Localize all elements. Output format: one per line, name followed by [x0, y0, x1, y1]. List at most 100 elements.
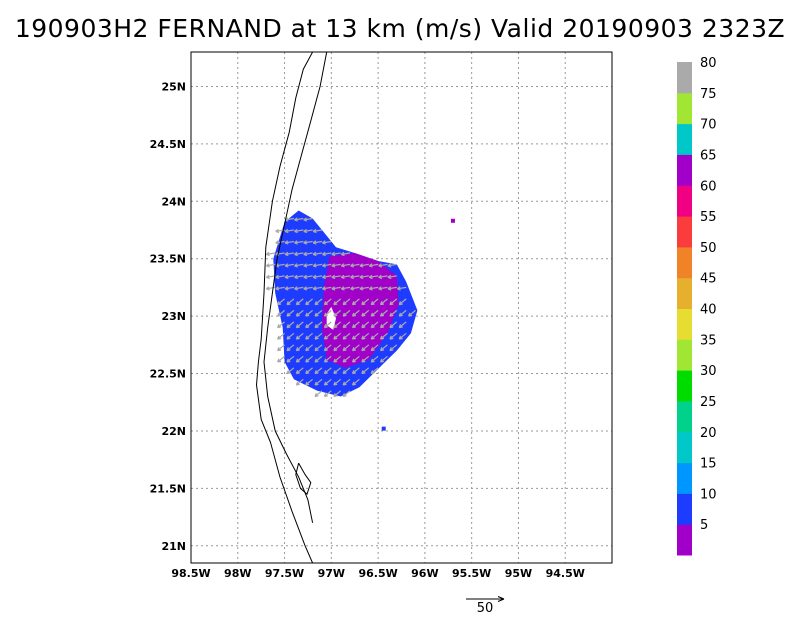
wind-vector	[340, 286, 351, 291]
wind-vector	[389, 321, 398, 329]
wind-vector	[314, 367, 323, 375]
map-title: 190903H2 FERNAND at 13 km (m/s) Valid 20…	[14, 14, 786, 43]
colorbar-swatch	[677, 339, 692, 371]
wind-vector	[387, 286, 397, 291]
wind-vector	[333, 332, 342, 340]
wind-vector	[277, 298, 285, 306]
wind-vector	[323, 344, 332, 352]
longitude-label: 98.5W	[171, 567, 210, 580]
colorbar-swatch	[677, 370, 692, 402]
wind-vector	[323, 332, 332, 340]
wind-vector	[265, 286, 276, 291]
wind-vector	[305, 298, 313, 306]
wind-vector	[295, 321, 304, 329]
wind-vector	[342, 344, 351, 352]
wind-vector	[312, 228, 323, 234]
wind-vector	[342, 355, 351, 363]
wind-vector	[284, 263, 294, 268]
coastline-mainland	[255, 51, 314, 564]
wind-vector	[398, 332, 407, 340]
wind-vector	[351, 298, 360, 306]
wind-vector	[398, 321, 407, 329]
wind-vector	[331, 274, 341, 280]
longitude-labels: 98.5W 98W 97.5W 97W 96.5W 96W 95.5W 95W 94.5W	[171, 567, 585, 580]
wind-vector	[342, 367, 351, 375]
colorbar-swatch	[677, 431, 692, 464]
colorbar-swatch	[677, 400, 692, 433]
wind-vector	[361, 298, 370, 306]
wind-vector	[294, 274, 304, 280]
wind-vector	[286, 367, 295, 375]
wind-vector	[303, 240, 313, 245]
wind-vector	[305, 367, 313, 375]
wind-vector	[284, 240, 294, 245]
colorbar: 5 10 15 20 25 30 35 40 45 50 55 60 65 70 75 80	[677, 56, 717, 556]
wind-vector	[333, 321, 342, 329]
wind-vector	[286, 332, 295, 340]
wind-vector	[387, 263, 397, 268]
map-frame	[190, 51, 613, 564]
wind-vector	[305, 378, 313, 386]
colorbar-swatch	[677, 216, 692, 248]
wind-vector	[303, 274, 313, 280]
wind-vector	[368, 286, 379, 291]
wind-vector	[284, 286, 294, 291]
wind-vector	[312, 274, 323, 280]
wind-vector	[277, 355, 285, 363]
wind-vector	[323, 321, 332, 329]
wind-vector	[361, 355, 370, 363]
wind-vector	[277, 332, 285, 340]
wind-vector	[370, 332, 379, 340]
wind-vector	[322, 251, 332, 257]
wind-vector	[361, 367, 370, 375]
wind-vector	[312, 263, 323, 268]
longitude-label: 96W	[411, 567, 438, 580]
wind-vector	[361, 344, 370, 352]
wind-vector	[370, 344, 379, 352]
wind-vector	[342, 321, 351, 329]
longitude-label: 95.5W	[452, 567, 491, 580]
wind-vector	[333, 390, 342, 398]
colorbar-swatch	[677, 493, 692, 525]
wind-vector	[342, 378, 351, 386]
wind-vector	[294, 228, 304, 234]
wind-speed-field	[273, 210, 455, 431]
wind-vector	[295, 355, 304, 363]
wind-vector	[275, 286, 285, 291]
wind-vector	[312, 251, 323, 257]
wind-vector	[331, 263, 341, 268]
reference-vector: 50	[466, 596, 505, 616]
longitude-label: 96.5W	[358, 567, 397, 580]
wind-vector	[351, 355, 360, 363]
wind-vector	[342, 390, 351, 398]
wind-vector	[323, 355, 332, 363]
wind-vector	[370, 298, 379, 306]
longitude-label: 97.5W	[265, 567, 304, 580]
wind-vector	[265, 263, 276, 268]
wind-vector	[275, 240, 285, 245]
wind-vector	[303, 286, 313, 291]
colorbar-label: 30	[700, 364, 717, 379]
wind-vector	[314, 355, 323, 363]
wind-vector	[340, 274, 351, 280]
coastline-lagoon	[295, 462, 312, 495]
wind-vector	[322, 286, 332, 291]
wind-vector	[359, 286, 369, 291]
wind-vector	[286, 344, 295, 352]
wind-vector	[303, 228, 313, 234]
colorbar-label: 5	[700, 518, 708, 533]
wind-vector	[294, 240, 304, 245]
wind-vector	[331, 286, 341, 291]
wind-vector	[379, 309, 388, 317]
wind-vector	[379, 321, 388, 329]
wind-vector	[305, 321, 313, 329]
wind-vector	[333, 309, 342, 317]
wind-vector	[314, 309, 323, 317]
coastline	[255, 51, 328, 564]
wind-vector	[305, 355, 313, 363]
wind-vector	[333, 367, 342, 375]
longitude-label: 97W	[318, 567, 345, 580]
colorbar-label: 10	[700, 487, 717, 502]
wind-vector	[323, 367, 332, 375]
